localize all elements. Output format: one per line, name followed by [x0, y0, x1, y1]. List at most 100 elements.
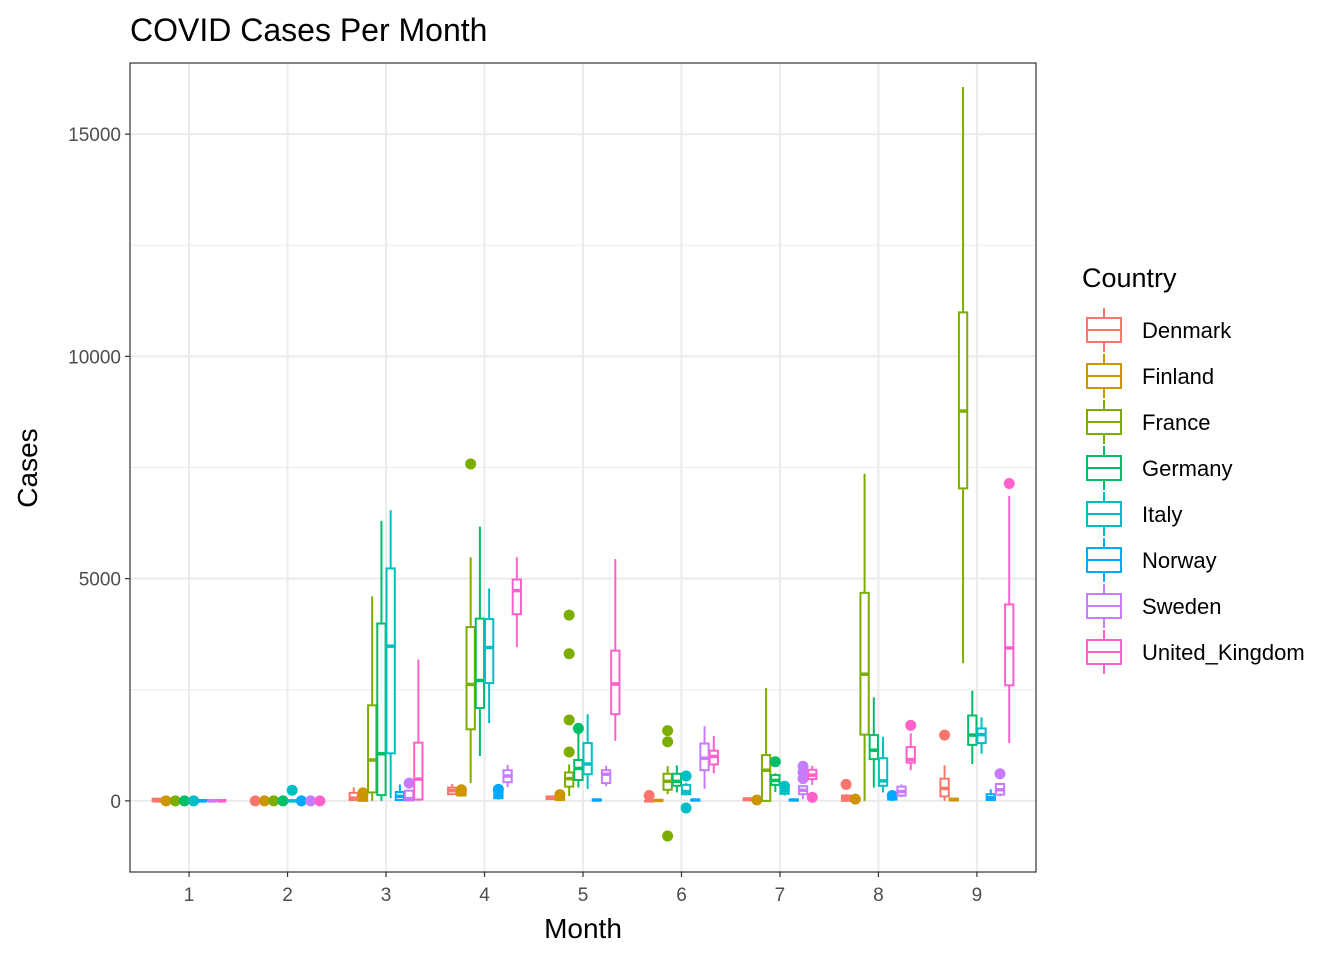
outlier-point	[886, 790, 898, 802]
box	[610, 559, 621, 741]
outlier-point	[563, 648, 575, 660]
box	[859, 473, 870, 801]
box	[994, 768, 1006, 797]
legend-label: Denmark	[1142, 318, 1232, 343]
series-norway	[197, 783, 996, 807]
outlier-point	[680, 770, 692, 782]
box	[216, 798, 227, 803]
box-iqr	[465, 626, 476, 731]
box	[465, 458, 477, 784]
box	[277, 795, 289, 807]
outlier-point	[305, 795, 317, 807]
outlier-point	[286, 784, 298, 796]
outlier-point	[1003, 478, 1015, 490]
box	[188, 795, 200, 807]
y-axis-title: Cases	[12, 428, 43, 507]
box-iqr	[376, 622, 387, 797]
y-tick-label: 0	[110, 792, 121, 813]
outlier-point	[806, 791, 818, 803]
outlier-point	[572, 722, 584, 734]
series-france	[169, 87, 969, 842]
box	[671, 765, 683, 793]
legend-item-norway: Norway	[1086, 538, 1217, 582]
outlier-point	[295, 795, 307, 807]
series-finland	[160, 784, 959, 807]
outlier-point	[797, 760, 809, 772]
box	[939, 729, 951, 801]
box	[653, 798, 664, 803]
box	[886, 790, 898, 802]
box-iqr	[385, 567, 396, 755]
box-iqr	[859, 591, 870, 736]
box	[600, 765, 612, 787]
box	[249, 795, 261, 807]
box-iqr	[905, 746, 916, 764]
outlier-point	[680, 802, 692, 814]
box	[357, 787, 369, 802]
legend-item-sweden: Sweden	[1086, 584, 1222, 628]
box	[178, 795, 190, 807]
outlier-point	[492, 783, 504, 795]
outlier-point	[249, 795, 261, 807]
box	[779, 780, 791, 796]
box	[905, 719, 917, 771]
box	[868, 697, 879, 788]
box-iqr	[967, 714, 978, 746]
box-iqr	[483, 618, 495, 685]
box	[403, 777, 415, 802]
x-tick-label: 6	[676, 885, 687, 906]
outlier-point	[357, 787, 369, 799]
box-iqr	[760, 754, 772, 802]
outlier-point	[939, 729, 951, 741]
outlier-point	[258, 795, 270, 807]
legend-label: Sweden	[1142, 594, 1222, 619]
y-axis: 0 5000 10000 15000	[68, 125, 130, 813]
box	[976, 717, 987, 754]
outlier-point	[563, 746, 575, 758]
outlier-point	[751, 794, 763, 806]
box	[840, 778, 852, 802]
legend-item-france: France	[1086, 400, 1210, 444]
box	[985, 789, 996, 801]
outlier-point	[160, 795, 172, 807]
plot-marks	[151, 87, 1015, 842]
outlier-point	[905, 719, 917, 731]
box	[572, 722, 584, 788]
box	[492, 783, 504, 800]
outlier-point	[662, 830, 674, 842]
outlier-point	[662, 736, 674, 748]
x-tick-label: 5	[578, 885, 589, 906]
box	[591, 798, 603, 802]
box	[849, 793, 861, 805]
outlier-point	[169, 795, 181, 807]
box	[483, 588, 495, 724]
box	[643, 790, 655, 803]
outlier-point	[314, 795, 326, 807]
box-iqr	[474, 617, 486, 709]
series-sweden	[207, 726, 1006, 807]
x-axis-title: Month	[544, 913, 622, 944]
x-tick-label: 1	[184, 885, 195, 906]
y-tick-label: 10000	[68, 347, 121, 368]
box	[286, 784, 298, 803]
legend-title: Country	[1082, 263, 1177, 293]
box	[680, 770, 692, 814]
box	[708, 735, 719, 774]
box-iqr	[600, 769, 612, 785]
box	[957, 87, 969, 664]
legend-item-united-kingdom: United_Kingdom	[1086, 630, 1305, 674]
legend-item-denmark: Denmark	[1086, 308, 1232, 352]
x-tick-label: 7	[775, 885, 786, 906]
outlier-point	[779, 780, 791, 792]
outlier-point	[662, 725, 674, 737]
x-tick-label: 3	[381, 885, 392, 906]
box	[169, 795, 181, 807]
outlier-point	[403, 777, 415, 789]
legend-item-italy: Italy	[1086, 492, 1182, 536]
y-tick-label: 15000	[68, 125, 121, 146]
outlier-point	[554, 789, 566, 801]
legend-label: Germany	[1142, 456, 1232, 481]
box-iqr	[367, 704, 378, 794]
outlier-point	[563, 714, 575, 726]
